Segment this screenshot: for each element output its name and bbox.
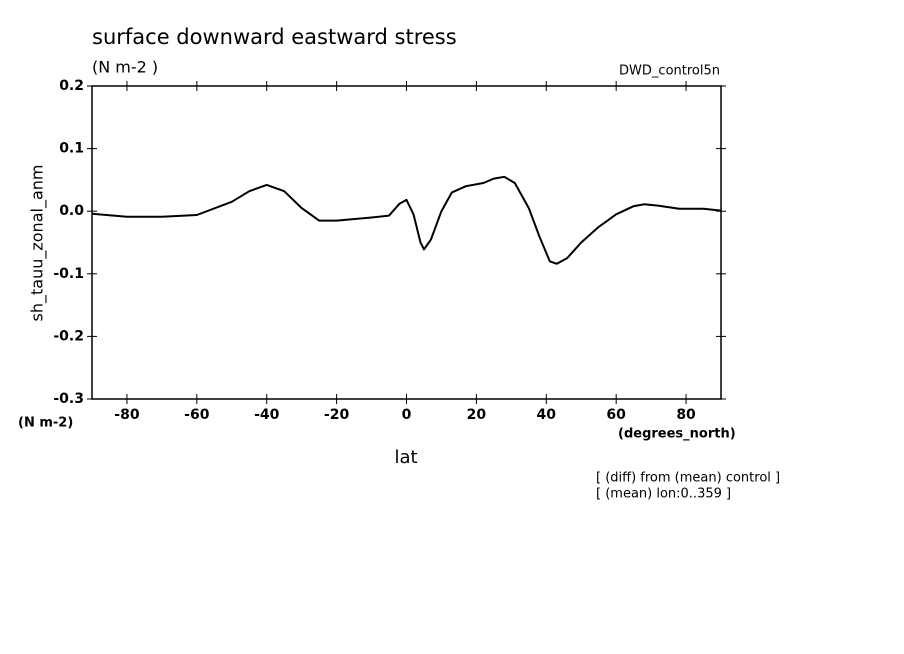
- y-tick-label: -0.2: [53, 328, 84, 344]
- y-tick-label: -0.1: [53, 266, 84, 282]
- x-tick-label: 20: [467, 407, 487, 423]
- x-tick-label: 0: [402, 407, 412, 423]
- y-units: (N m-2): [18, 416, 73, 431]
- x-tick-label: -80: [114, 407, 140, 423]
- y-tick-label: -0.3: [53, 391, 84, 407]
- y-tick-label: 0.2: [59, 78, 84, 94]
- plot-frame: [91, 85, 722, 400]
- x-tick-label: -20: [324, 407, 350, 423]
- chart-subtitle: (N m-2 ): [92, 58, 158, 77]
- note: [ (diff) from (mean) control ]: [596, 471, 780, 486]
- dataset-label: DWD_control5n: [619, 64, 720, 79]
- data-line: [91, 175, 722, 265]
- note: [ (mean) lon:0..359 ]: [596, 487, 731, 502]
- x-tick-label: -60: [184, 407, 210, 423]
- y-tick-label: 0.0: [59, 203, 84, 219]
- x-tick-label: 40: [537, 407, 557, 423]
- x-tick-label: 80: [676, 407, 696, 423]
- x-tick-label: -40: [254, 407, 280, 423]
- x-axis-label: lat: [394, 447, 417, 468]
- y-tick-label: 0.1: [59, 141, 84, 157]
- y-axis-label: sh_tauu_zonal_anm: [28, 165, 48, 322]
- chart-title: surface downward eastward stress: [92, 25, 457, 49]
- x-units: (degrees_north): [618, 427, 736, 442]
- x-tick-label: 60: [606, 407, 626, 423]
